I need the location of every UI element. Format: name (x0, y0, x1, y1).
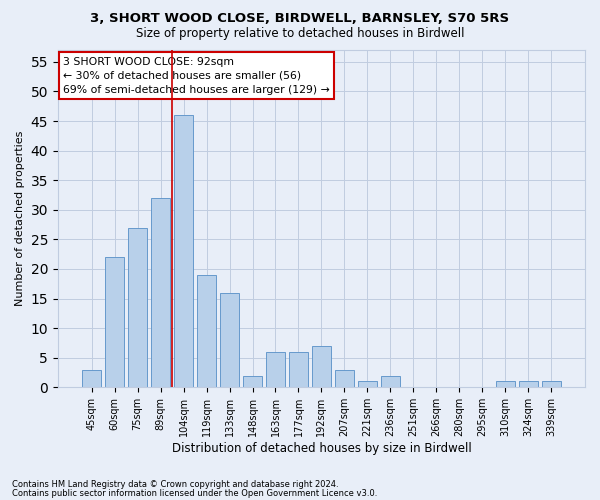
Bar (105, 257, 124, 388)
Text: Contains HM Land Registry data © Crown copyright and database right 2024.: Contains HM Land Registry data © Crown c… (12, 480, 338, 489)
Y-axis label: Number of detached properties: Number of detached properties (15, 131, 25, 306)
Bar (496, 382, 515, 388)
Bar (335, 370, 354, 388)
Text: 3, SHORT WOOD CLOSE, BIRDWELL, BARNSLEY, S70 5RS: 3, SHORT WOOD CLOSE, BIRDWELL, BARNSLEY,… (91, 12, 509, 26)
Bar (174, 115, 193, 388)
Bar (128, 228, 148, 388)
Bar (518, 382, 538, 388)
Text: Size of property relative to detached houses in Birdwell: Size of property relative to detached ho… (136, 28, 464, 40)
Bar (380, 376, 400, 388)
Bar (243, 376, 262, 388)
Bar (358, 382, 377, 388)
Bar (266, 352, 285, 388)
Bar (220, 292, 239, 388)
Bar (82, 370, 101, 388)
X-axis label: Distribution of detached houses by size in Birdwell: Distribution of detached houses by size … (172, 442, 472, 455)
Text: 3 SHORT WOOD CLOSE: 92sqm
← 30% of detached houses are smaller (56)
69% of semi-: 3 SHORT WOOD CLOSE: 92sqm ← 30% of detac… (63, 56, 330, 94)
Bar (151, 198, 170, 388)
Bar (542, 382, 561, 388)
Bar (289, 352, 308, 388)
Bar (197, 275, 217, 388)
Bar (311, 346, 331, 388)
Text: Contains public sector information licensed under the Open Government Licence v3: Contains public sector information licen… (12, 489, 377, 498)
